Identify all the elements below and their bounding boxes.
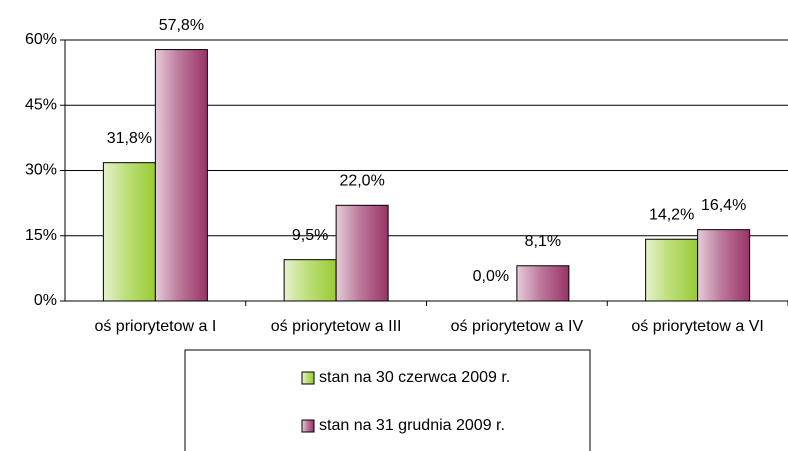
bar xyxy=(154,49,208,302)
bar xyxy=(283,259,337,302)
x-tick-label: oś priorytetow a III xyxy=(271,318,402,335)
x-tick-label: oś priorytetow a IV xyxy=(451,318,584,335)
y-tick-label: 30% xyxy=(25,162,57,179)
legend-label: stan na 30 czerwca 2009 r. xyxy=(319,369,510,386)
y-tick-label: 15% xyxy=(25,227,57,244)
bar xyxy=(335,204,389,302)
value-label: 57,8% xyxy=(159,17,204,34)
bar xyxy=(645,238,699,302)
value-label: 22,0% xyxy=(339,173,384,190)
legend-box xyxy=(184,349,591,451)
y-tick-label: 60% xyxy=(25,31,57,48)
value-label: 0,0% xyxy=(473,268,509,285)
value-label: 8,1% xyxy=(525,233,561,250)
value-label: 9,5% xyxy=(292,227,328,244)
y-tick-label: 0% xyxy=(34,292,57,309)
bar xyxy=(516,265,570,302)
bar xyxy=(102,162,156,302)
value-label: 31,8% xyxy=(107,130,152,147)
x-tick-label: oś priorytetow a VI xyxy=(631,318,764,335)
bar xyxy=(697,229,751,302)
value-label: 14,2% xyxy=(649,206,694,223)
x-tick-label: oś priorytetow a I xyxy=(94,318,216,335)
legend-swatch xyxy=(301,371,315,385)
y-tick-label: 45% xyxy=(25,96,57,113)
value-label: 16,4% xyxy=(701,197,746,214)
legend-swatch xyxy=(301,419,315,433)
legend-label: stan na 31 grudnia 2009 r. xyxy=(319,417,505,434)
